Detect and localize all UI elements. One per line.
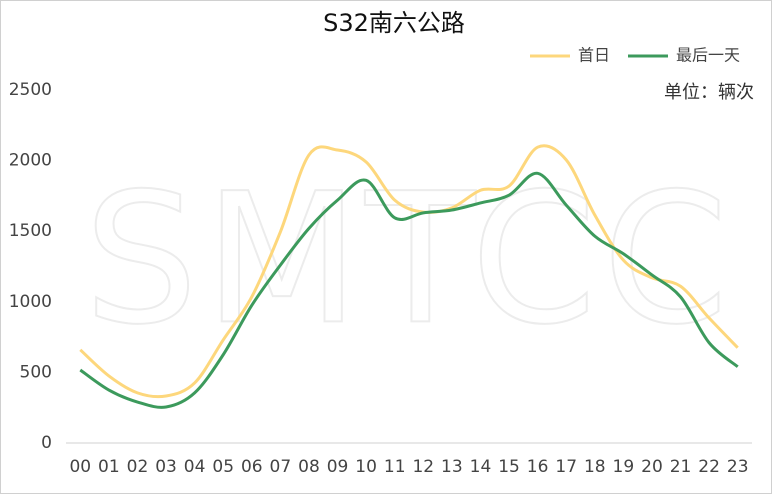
x-tick-label: 15 [498,457,520,477]
x-tick-label: 23 [727,457,749,477]
x-tick-label: 11 [384,457,406,477]
x-tick-label: 10 [355,457,377,477]
unit-annotation: 单位：辆次 [664,82,754,103]
y-tick-label: 500 [20,362,52,382]
line-series [79,144,739,399]
x-tick-label: 22 [698,457,720,477]
x-tick-label: 02 [127,457,149,477]
y-tick-label: 2000 [9,151,52,171]
x-tick-label: 01 [98,457,120,477]
x-tick-label: 19 [613,457,635,477]
x-tick-label: 05 [212,457,234,477]
x-tick-label: 07 [270,457,292,477]
x-tick-label: 14 [470,457,492,477]
x-tick-label: 21 [670,457,692,477]
y-tick-label: 0 [41,433,52,453]
y-tick-label: 1500 [9,221,52,241]
y-tick-label: 1000 [9,292,52,312]
chart-title: S32南六公路 [323,9,465,37]
x-tick-label: 04 [184,457,206,477]
x-tick-label: 00 [69,457,91,477]
x-tick-label: 03 [155,457,177,477]
legend-label: 首日 [578,46,610,65]
x-tick-label: 20 [641,457,663,477]
x-tick-label: 09 [327,457,349,477]
y-tick-label: 2500 [9,80,52,100]
legend-label: 最后一天 [676,46,740,65]
line-series [79,171,739,409]
x-tick-label: 13 [441,457,463,477]
x-tick-label: 06 [241,457,263,477]
x-tick-label: 12 [412,457,434,477]
x-tick-label: 18 [584,457,606,477]
x-tick-label: 16 [527,457,549,477]
x-tick-label: 08 [298,457,320,477]
x-tick-label: 17 [555,457,577,477]
watermark: SMTCC [84,155,734,364]
